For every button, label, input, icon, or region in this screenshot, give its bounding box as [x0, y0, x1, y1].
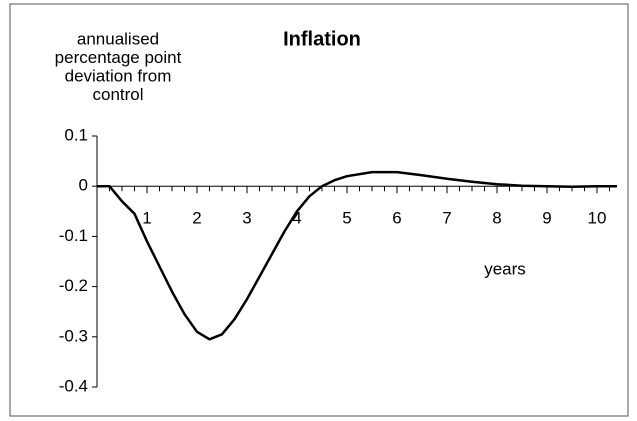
y-axis-label: percentage point: [55, 48, 182, 67]
y-tick-label: -0.1: [59, 226, 88, 245]
x-axis-label: years: [484, 259, 526, 278]
y-tick-label: 0.1: [64, 125, 88, 144]
y-tick-label: -0.4: [59, 376, 88, 395]
y-axis-label: deviation from: [65, 66, 172, 85]
x-tick-label: 2: [192, 209, 201, 228]
y-axis-label: control: [92, 85, 143, 104]
x-tick-label: 4: [292, 209, 301, 228]
y-tick-label: -0.3: [59, 326, 88, 345]
y-tick-label: -0.2: [59, 276, 88, 295]
x-tick-label: 8: [492, 209, 501, 228]
y-axis-label: annualised: [77, 29, 159, 48]
frame: [9, 3, 629, 417]
x-tick-label: 10: [588, 209, 607, 228]
x-tick-label: 5: [342, 209, 351, 228]
x-tick-label: 1: [142, 209, 151, 228]
chart-title: Inflation: [283, 28, 361, 50]
x-tick-label: 3: [242, 209, 251, 228]
line-series: [97, 170, 617, 341]
x-tick-label: 7: [442, 209, 451, 228]
x-tick-label: 9: [542, 209, 551, 228]
x-tick-label: 6: [392, 209, 401, 228]
y-tick-label: 0: [79, 176, 88, 195]
